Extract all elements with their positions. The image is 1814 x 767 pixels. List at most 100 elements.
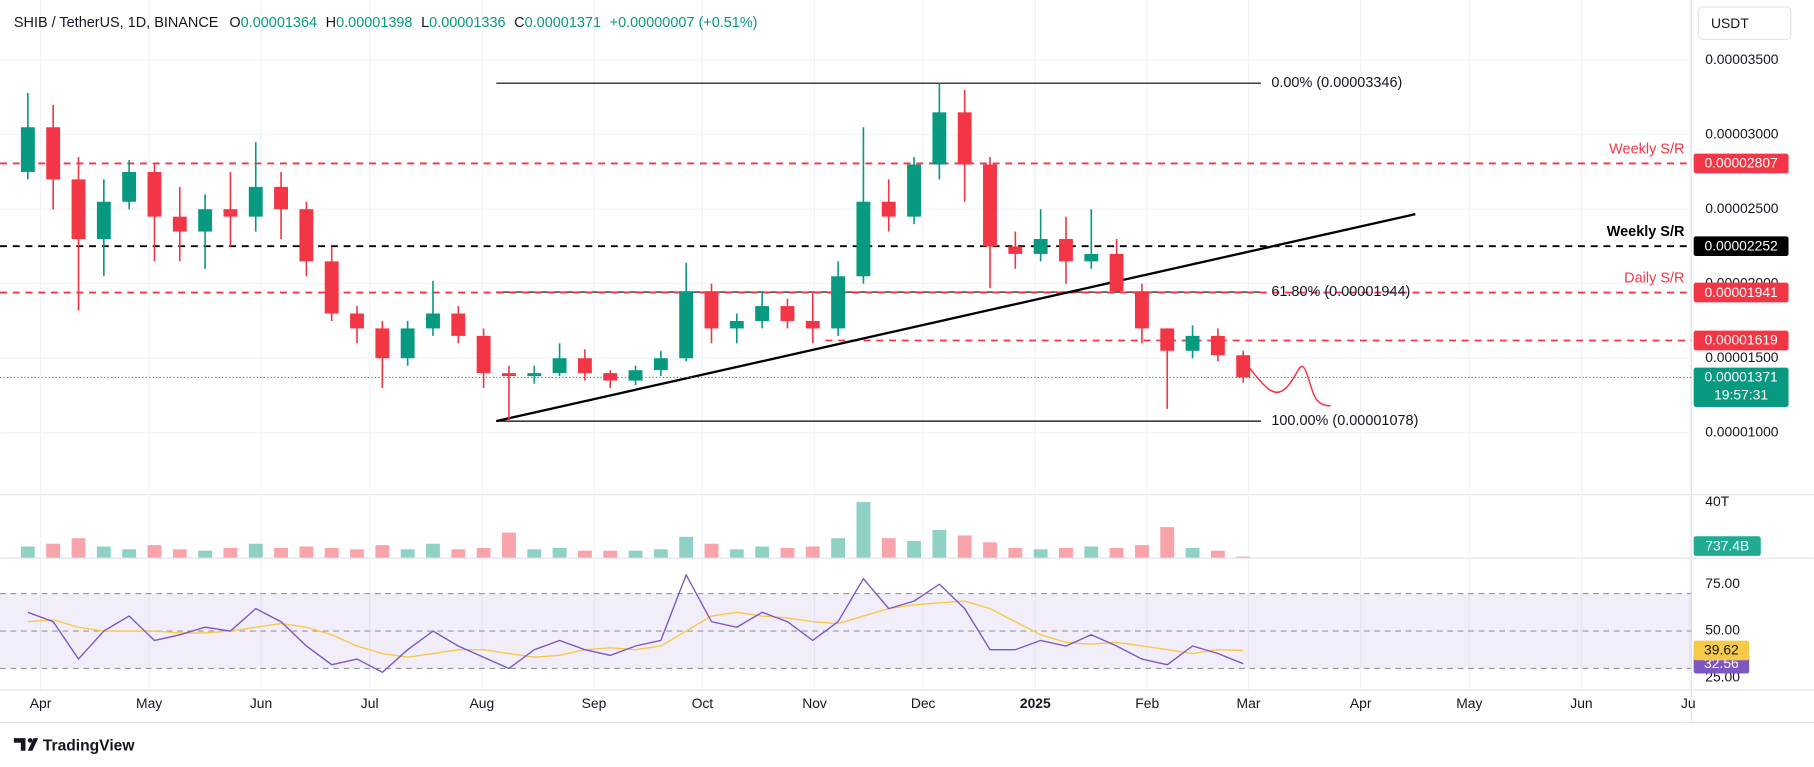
currency[interactable]: USDT [1711, 15, 1749, 31]
volume-bar [755, 546, 770, 558]
candle-body [172, 216, 187, 232]
ohlc-key: H [326, 15, 336, 31]
x-tick-label: Aug [469, 695, 494, 711]
volume-bar [1160, 527, 1175, 558]
fib-label: 61.80% (0.00001944) [1271, 284, 1410, 300]
candle-body [628, 370, 643, 381]
level-price: 0.00002807 [1704, 155, 1778, 171]
volume-bar [577, 550, 592, 558]
volume-bar [71, 538, 86, 558]
volume-bar [46, 543, 61, 558]
brand: TradingView [43, 737, 136, 754]
candle-body [1109, 253, 1124, 292]
header: SHIB / TetherUS, 1D, BINANCE O0.00001364… [14, 15, 758, 31]
candle-body [1236, 355, 1251, 378]
volume-bar [1109, 547, 1124, 558]
candle-body [1210, 335, 1225, 356]
volume-bar [248, 543, 263, 558]
volume-bar [426, 543, 440, 558]
change: +0.00000007 (+0.51%) [610, 15, 758, 31]
brand-logo [13, 738, 39, 751]
volume-bar [1084, 546, 1099, 558]
candle-body [805, 320, 820, 329]
fib-label: 0.00% (0.00003346) [1271, 75, 1402, 91]
candle-body [147, 171, 162, 217]
last-price: 0.00001371 [1704, 369, 1778, 385]
y-tick-label: 40T [1705, 493, 1729, 509]
x-tick-label: Jul [1681, 695, 1699, 711]
x-tick-label: May [1456, 695, 1482, 711]
y-tick-label: 0.00001500 [1705, 349, 1779, 365]
y-tick-label: 0.00003500 [1705, 51, 1779, 67]
candle-body [577, 358, 592, 374]
level-price: 0.00001941 [1704, 284, 1778, 300]
fib-label: 100.00% (0.00001078) [1271, 413, 1418, 429]
ohlc-key: O [229, 15, 240, 31]
candle-body [1084, 253, 1099, 262]
level-price-tag [1693, 236, 1789, 257]
volume-bar [1236, 556, 1251, 558]
candle-body [831, 276, 846, 329]
candle-body [780, 306, 795, 321]
level-price: 0.00001619 [1704, 332, 1778, 348]
grid [0, 0, 1692, 690]
volume-bar [96, 546, 111, 558]
level-price-tag [1693, 282, 1789, 303]
candle-body [1008, 246, 1023, 254]
ohlc-key: C [514, 15, 524, 31]
volume-bar [375, 545, 390, 558]
volume-bar [881, 538, 896, 558]
candle-body [704, 291, 719, 329]
volume-bar [932, 529, 947, 558]
candle-body [907, 164, 921, 217]
candle-body [1059, 239, 1073, 262]
candle-body [400, 328, 415, 359]
volume-bar [856, 502, 871, 558]
volume-bar [501, 532, 516, 558]
currency-button[interactable] [1697, 6, 1792, 40]
symbol: SHIB / TetherUS, 1D, BINANCE [14, 15, 219, 31]
candle-body [426, 313, 440, 329]
candle-body [653, 358, 668, 371]
volume-bar [451, 549, 466, 558]
candle-body [350, 313, 364, 329]
x-tick-label: Apr [30, 695, 52, 711]
candle-body [679, 291, 694, 359]
volume-bar [628, 550, 643, 558]
volume-bar [1134, 545, 1149, 558]
rsi-tag [1693, 640, 1750, 661]
ohlc-key: L [421, 15, 429, 31]
volume-bar [907, 540, 921, 558]
y-tick-label: 0.00001000 [1705, 423, 1779, 439]
volume-bar [122, 549, 137, 558]
volume-bar [476, 547, 491, 558]
candle-body [96, 201, 111, 240]
volume-bar [653, 549, 668, 558]
volume-bar [274, 547, 289, 558]
volume-bar [1033, 549, 1048, 558]
x-tick-label: Oct [692, 695, 714, 711]
x-tick-label: Nov [802, 695, 827, 711]
level-price-tag [1693, 330, 1789, 351]
volume-bar [527, 549, 542, 558]
rsi-value: 39.62 [1704, 642, 1739, 658]
level-price-tag [1693, 153, 1789, 174]
volume-bar [1185, 547, 1200, 558]
volume-bar [957, 535, 972, 558]
candle-body [71, 179, 86, 240]
candle-body [1185, 335, 1200, 351]
candle-body [122, 171, 137, 202]
ohlc-value: 0.00001371 [525, 15, 601, 31]
candle-body [46, 127, 61, 180]
candle-body [1033, 239, 1048, 254]
candle-body [451, 313, 466, 336]
level-name: Weekly S/R [1609, 141, 1684, 157]
y-tick-label: 0.00003000 [1705, 125, 1779, 141]
x-tick-label: 2025 [1020, 695, 1051, 711]
x-tick-label: Jun [250, 695, 272, 711]
volume-bar [350, 549, 364, 558]
volume-bar [299, 546, 314, 558]
plot-area [0, 82, 1692, 674]
x-tick-label: May [136, 695, 162, 711]
